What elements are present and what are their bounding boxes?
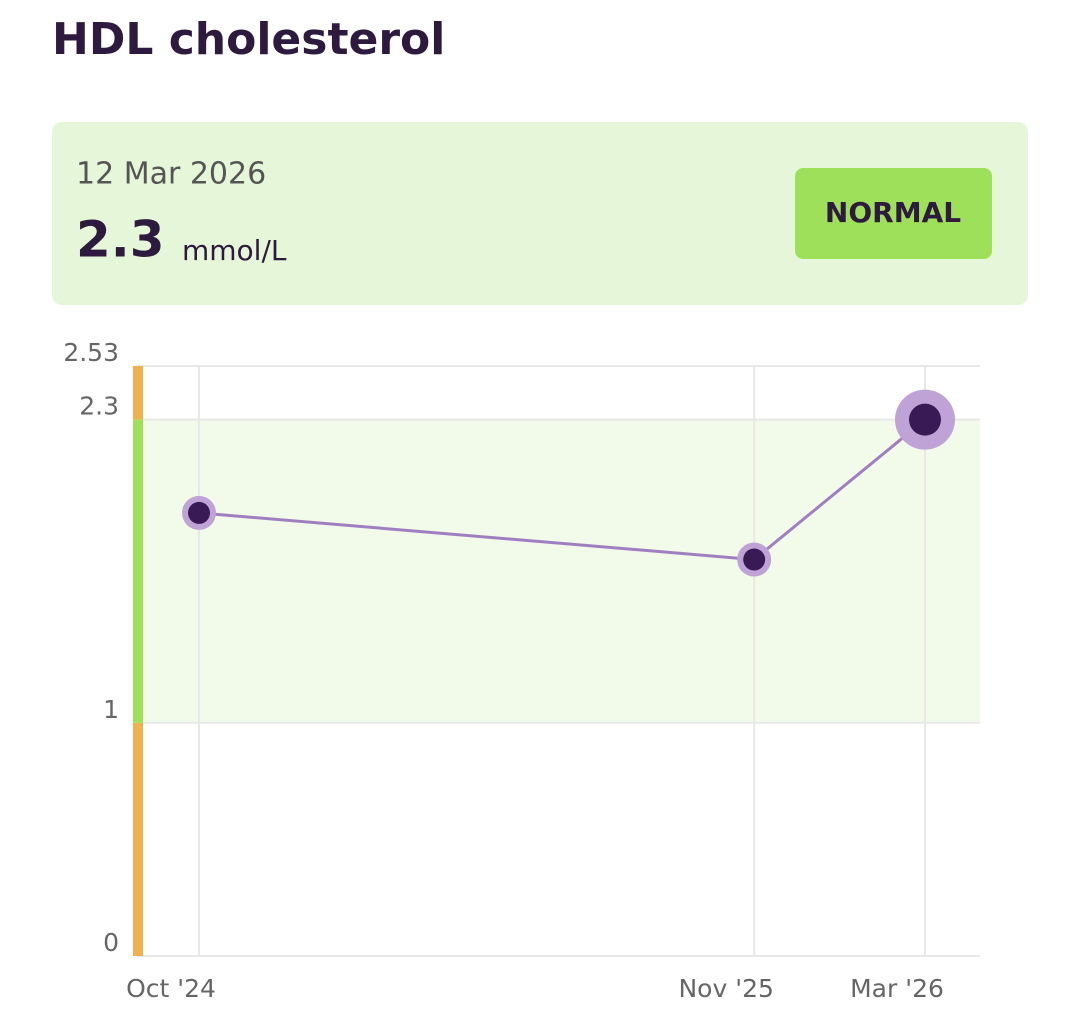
status-text: NORMAL <box>825 196 961 229</box>
out-of-range-bar <box>133 722 143 956</box>
status-badge <box>795 168 992 259</box>
reading-unit: mmol/L <box>182 234 287 267</box>
chart: 0 1 2.3 2.53 Oct '24 Nov '25 Mar '26 <box>63 338 980 1003</box>
y-tick-label: 0 <box>103 928 119 957</box>
page-title: HDL cholesterol <box>52 14 445 65</box>
reading-date: 12 Mar 2026 <box>76 157 266 192</box>
x-tick-label: Oct '24 <box>126 974 216 1003</box>
y-tick-label: 2.53 <box>63 338 119 367</box>
summary-card <box>52 122 1028 305</box>
normal-range-bar <box>133 419 143 723</box>
normal-band <box>143 419 980 723</box>
data-point <box>743 548 766 571</box>
x-tick-label: Mar '26 <box>850 974 944 1003</box>
reading-value: 2.3 <box>76 211 165 269</box>
x-tick-label: Nov '25 <box>678 974 773 1003</box>
y-tick-label: 2.3 <box>79 392 119 421</box>
data-point <box>909 403 941 436</box>
y-tick-label: 1 <box>103 695 119 724</box>
data-point <box>188 501 210 524</box>
out-of-range-bar <box>133 366 143 420</box>
